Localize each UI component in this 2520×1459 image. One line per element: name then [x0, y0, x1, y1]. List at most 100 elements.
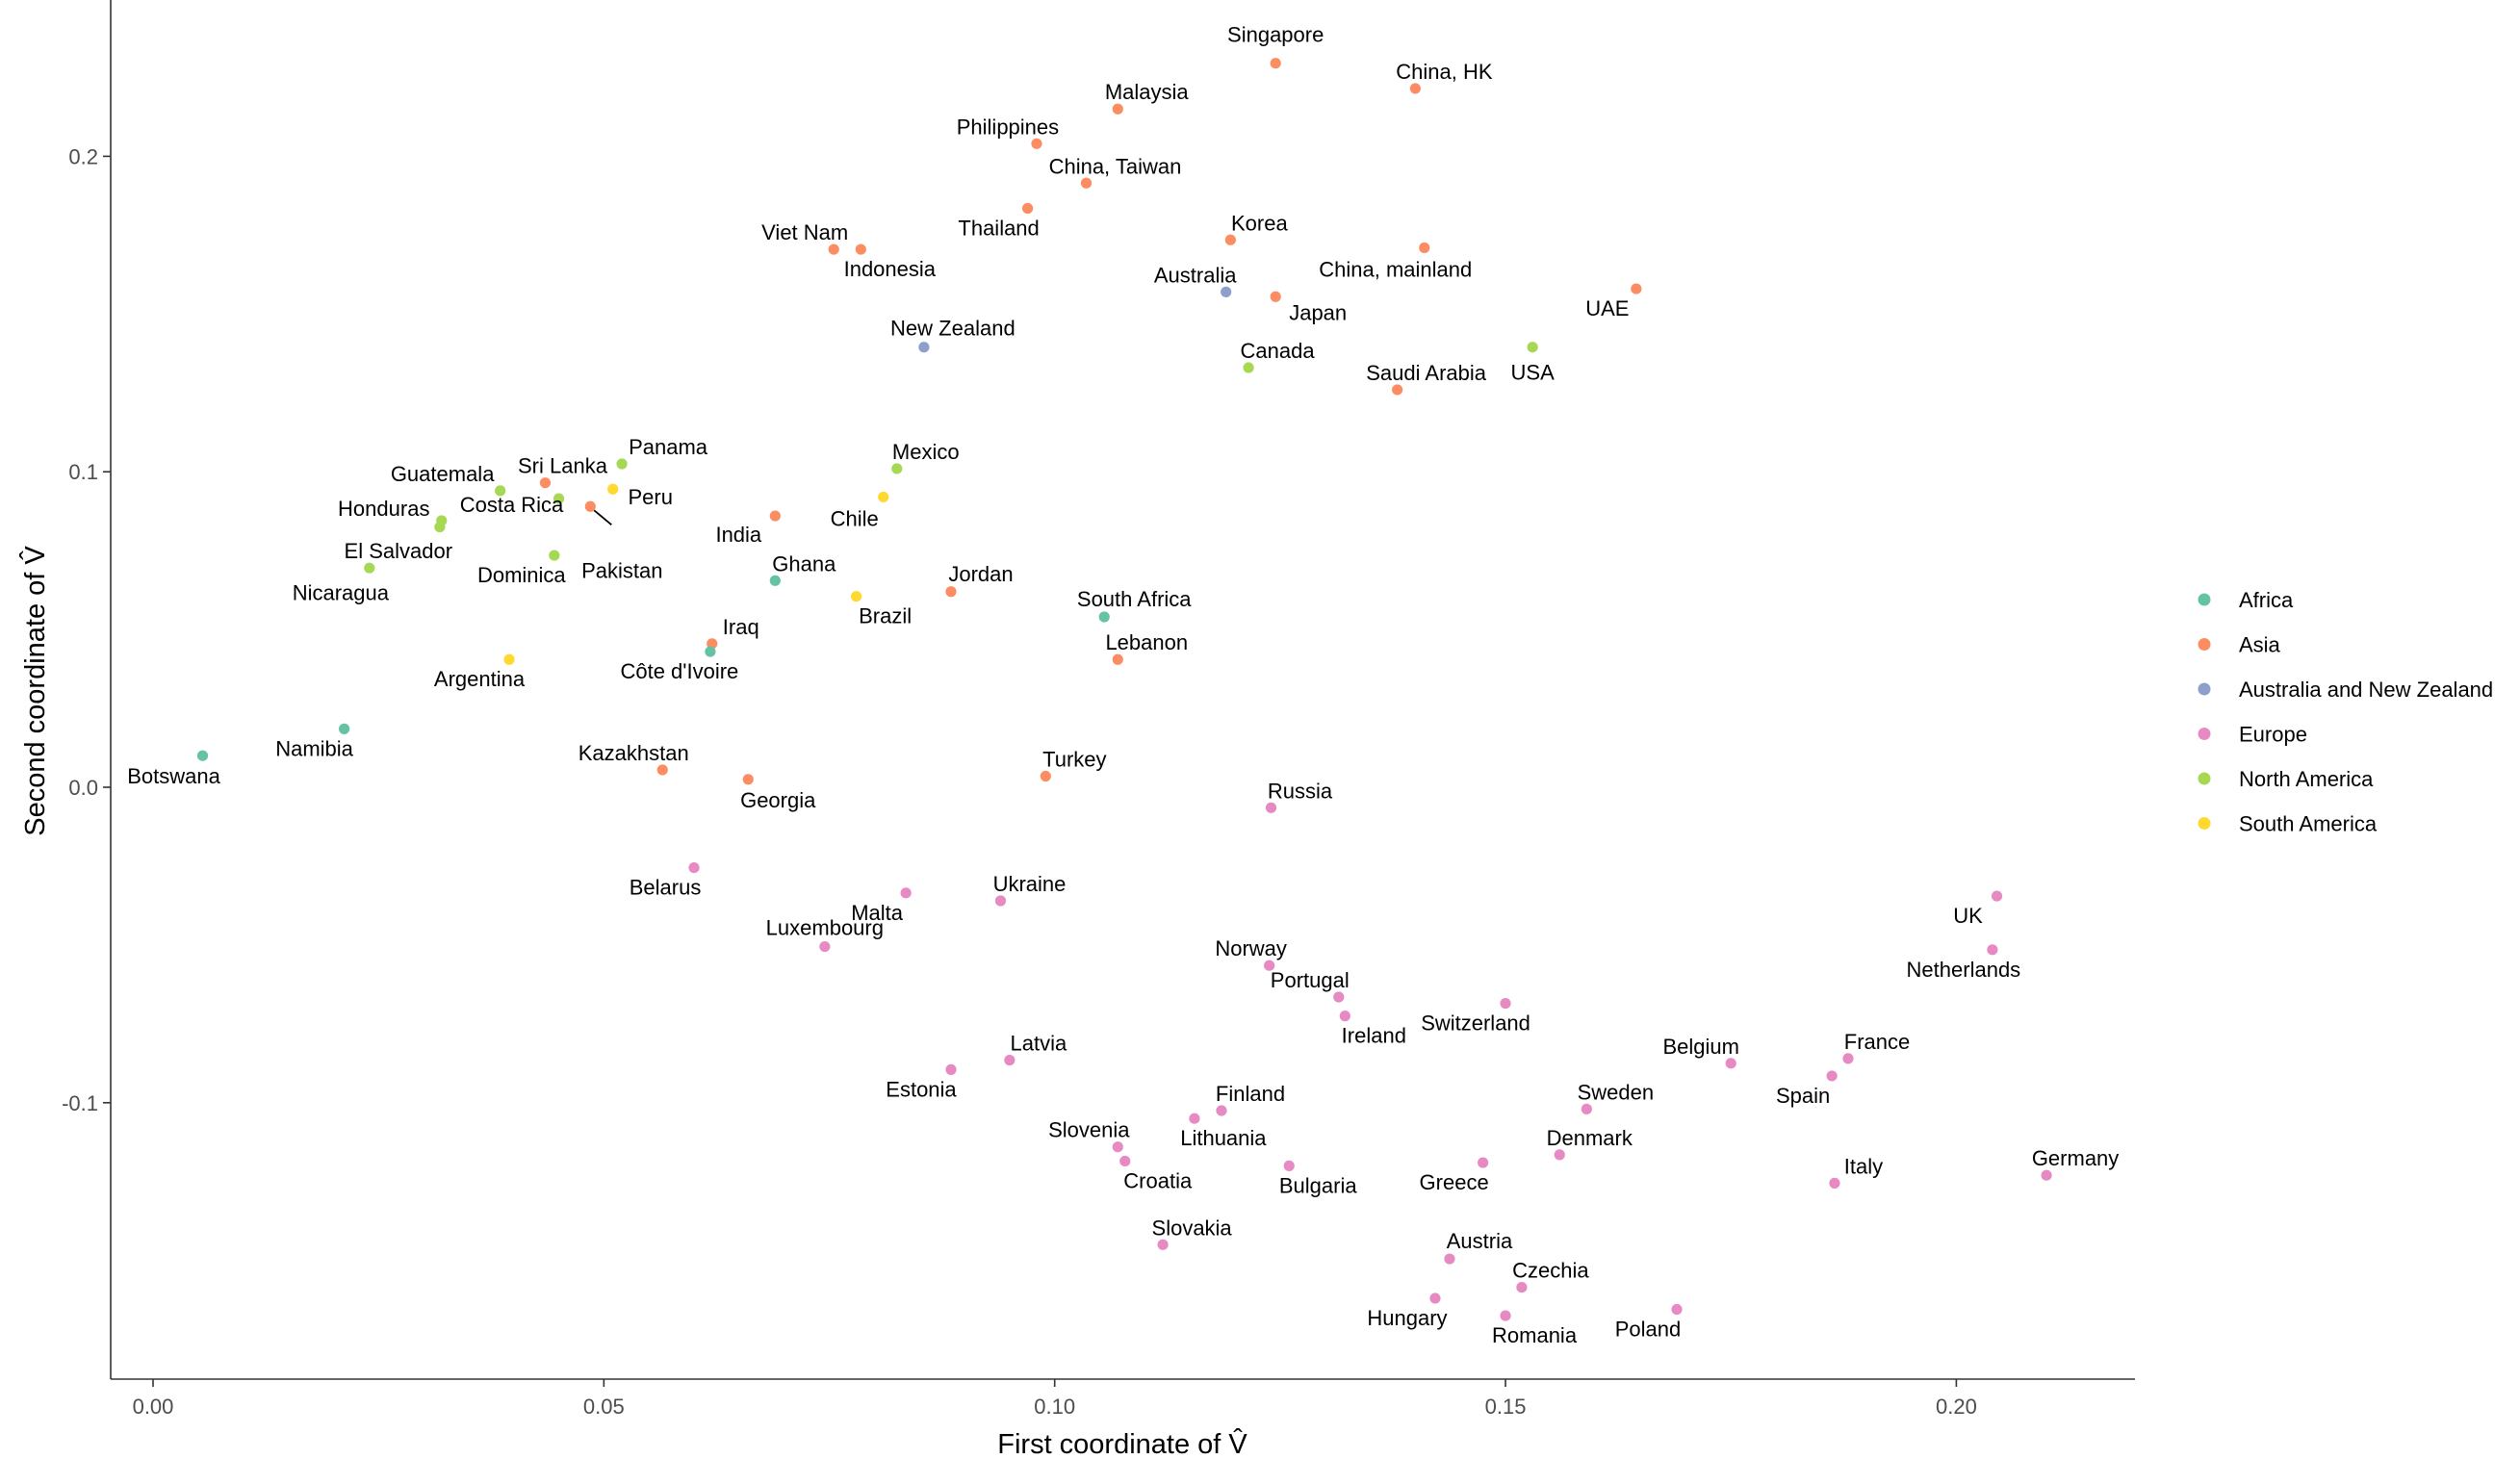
point-label-ireland: Ireland: [1342, 1024, 1406, 1048]
point-korea: [1224, 234, 1236, 245]
point-labels: Singapore China, HK Malaysia Philippines Chi…: [127, 23, 2119, 1347]
point-label-indonesia: Indonesia: [844, 257, 937, 281]
point-label-argentina: Argentina: [434, 667, 526, 691]
point-panama: [616, 458, 628, 470]
point-norway: [1264, 960, 1275, 971]
point-malaysia: [1112, 103, 1123, 115]
y-tick-label: 0.2: [68, 144, 98, 168]
y-axis-title: Second coordinate of V̂: [19, 546, 51, 836]
point-russia: [1265, 802, 1277, 813]
point-label-hungary: Hungary: [1367, 1306, 1447, 1330]
legend-key-australia-and-new-zealand: [2198, 682, 2211, 696]
point-label-japan: Japan: [1289, 300, 1347, 324]
point-namibia: [338, 723, 350, 734]
point-croatia: [1119, 1155, 1131, 1167]
legend: Africa Asia Australia and New Zealand Europ…: [2198, 588, 2493, 836]
point-romania: [1500, 1310, 1511, 1321]
point-label-costa-rica: Costa Rica: [460, 493, 564, 517]
point-kazakhstan: [656, 764, 668, 776]
point-pakistan: [584, 500, 596, 512]
point-label-luxembourg: Luxembourg: [766, 916, 884, 940]
point-latvia: [1004, 1054, 1016, 1066]
point-label-brazil: Brazil: [859, 604, 912, 628]
point-label-russia: Russia: [1268, 779, 1333, 803]
point-switzerland: [1500, 997, 1511, 1010]
legend-key-africa: [2198, 593, 2211, 606]
point-label-italy: Italy: [1844, 1154, 1883, 1178]
point-label-iraq: Iraq: [723, 615, 759, 639]
point-australia: [1221, 286, 1232, 297]
legend-label-europe: Europe: [2239, 723, 2307, 747]
point-label-slovakia: Slovakia: [1152, 1216, 1233, 1240]
legend-key-south-america: [2198, 817, 2211, 830]
point-germany: [2041, 1169, 2052, 1181]
legend-key-europe: [2198, 728, 2211, 740]
axes: [110, 0, 2135, 1380]
x-tick-label: 0.00: [133, 1395, 174, 1419]
point-slovenia: [1112, 1141, 1123, 1153]
point-uk: [1991, 890, 2003, 902]
y-tick-label: 0.1: [68, 460, 98, 484]
legend-label-asia: Asia: [2239, 633, 2281, 657]
point-label-turkey: Turkey: [1042, 748, 1106, 772]
point-malta: [900, 887, 912, 899]
point-label-switzerland: Switzerland: [1421, 1011, 1530, 1036]
point-brazil: [851, 591, 862, 602]
point-label-singapore: Singapore: [1227, 23, 1324, 47]
point-china-mainland: [1419, 242, 1430, 254]
point-label-malaysia: Malaysia: [1105, 80, 1190, 104]
point-label-poland: Poland: [1615, 1318, 1682, 1342]
point-label-portugal: Portugal: [1271, 968, 1350, 992]
point-label-viet-nam: Viet Nam: [761, 220, 848, 244]
point-label-cote-d-ivoire: Côte d'Ivoire: [620, 659, 738, 683]
point-label-canada: Canada: [1241, 339, 1316, 363]
point-ghana: [769, 575, 781, 586]
point-mexico: [891, 463, 903, 474]
point-belgium: [1725, 1058, 1736, 1069]
point-label-honduras: Honduras: [338, 497, 429, 521]
point-spain: [1826, 1070, 1838, 1082]
point-costa-rica: [553, 493, 565, 504]
point-peru: [607, 483, 619, 495]
point-label-botswana: Botswana: [127, 764, 220, 788]
point-chile: [878, 491, 889, 503]
point-georgia: [742, 774, 754, 785]
point-estonia: [945, 1063, 957, 1075]
point-label-uk: UK: [1953, 904, 1983, 928]
point-ukraine: [994, 895, 1007, 907]
point-label-estonia: Estonia: [886, 1077, 957, 1101]
point-label-malta: Malta: [851, 901, 904, 925]
point-label-korea: Korea: [1231, 211, 1288, 235]
point-label-ukraine: Ukraine: [993, 872, 1067, 896]
point-jordan: [945, 586, 957, 598]
point-indonesia: [855, 243, 866, 255]
point-netherlands: [1987, 944, 1998, 956]
point-label-namibia: Namibia: [275, 736, 353, 760]
point-label-pakistan: Pakistan: [581, 558, 662, 582]
point-nicaragua: [434, 521, 446, 533]
point-portugal: [1333, 991, 1345, 1003]
point-usa: [1527, 342, 1538, 353]
point-label-georgia: Georgia: [740, 788, 816, 812]
legend-label-south-america: South America: [2239, 812, 2378, 836]
point-label-netherlands: Netherlands: [1907, 958, 2021, 982]
x-axis-title: First coordinate of V̂: [997, 1428, 1247, 1459]
point-label-czechia: Czechia: [1512, 1259, 1589, 1283]
point-singapore: [1270, 58, 1281, 69]
point-label-china-hk: China, HK: [1396, 60, 1493, 84]
point-label-dominica: Dominica: [477, 563, 566, 587]
point-sri-lanka: [539, 477, 552, 489]
point-ireland: [1339, 1011, 1350, 1022]
point-austria: [1444, 1253, 1455, 1265]
point-label-new-zealand: New Zealand: [890, 317, 1016, 341]
point-el-salvador: [364, 562, 375, 574]
point-label-lebanon: Lebanon: [1105, 630, 1188, 654]
point-japan: [1270, 291, 1281, 302]
legend-label-australia-and-new-zealand: Australia and New Zealand: [2239, 678, 2493, 702]
point-label-slovenia: Slovenia: [1048, 1118, 1130, 1142]
point-label-usa: USA: [1511, 361, 1556, 385]
point-belarus: [688, 861, 700, 874]
point-label-france: France: [1844, 1030, 1910, 1054]
point-label-lithuania: Lithuania: [1180, 1126, 1267, 1150]
